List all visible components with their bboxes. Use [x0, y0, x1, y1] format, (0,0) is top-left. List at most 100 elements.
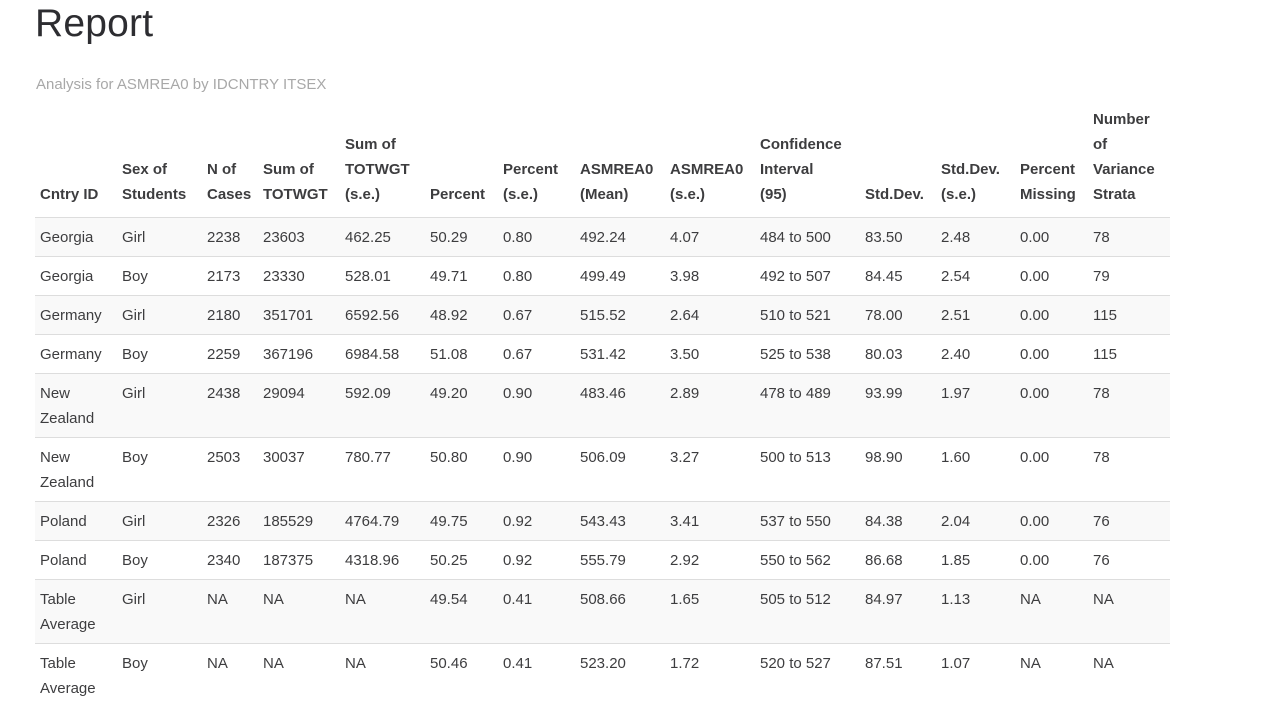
table-cell: 550 to 562 [760, 552, 831, 569]
column-header-10: Confidence Interval (95) [760, 136, 842, 203]
table-cell: Boy [122, 268, 148, 285]
table-cell: 78.00 [865, 307, 903, 324]
table-cell: NA [1020, 655, 1041, 672]
table-cell: 50.25 [430, 552, 468, 569]
table-cell: 2.64 [670, 307, 700, 324]
table-cell: 0.92 [503, 513, 533, 530]
table-cell: 0.00 [1020, 552, 1050, 569]
table-cell: NA [345, 655, 366, 672]
column-header-1: Cntry ID [40, 186, 99, 203]
table-row: New Zealand Girl 2438 29094 592.09 49.20 0.90 4… [35, 373, 1170, 438]
table-cell: Girl [122, 591, 146, 608]
table-cell: 76 [1093, 513, 1110, 530]
table-cell: 115 [1093, 346, 1117, 363]
table-cell: 84.38 [865, 513, 903, 530]
table-cell: 2.48 [941, 229, 971, 246]
table-cell: 0.67 [503, 307, 533, 324]
table-cell: Poland [40, 552, 87, 569]
table-cell: 0.90 [503, 449, 533, 466]
table-cell: 1.07 [941, 655, 971, 672]
table-cell: 0.90 [503, 385, 533, 402]
table-cell: New Zealand [40, 385, 95, 427]
table-cell: 1.97 [941, 385, 971, 402]
table-cell: 30037 [263, 449, 305, 466]
table-cell: 1.13 [941, 591, 971, 608]
table-cell: Boy [122, 346, 148, 363]
table-row: Table Average Boy NA NA NA 50.46 0.41 523.20 1.7… [35, 643, 1170, 708]
table-cell: 50.80 [430, 449, 468, 466]
table-cell: 84.45 [865, 268, 903, 285]
table-cell: 76 [1093, 552, 1110, 569]
table-row: Germany Girl 2180 351701 6592.56 48.92 0.67 515… [35, 295, 1170, 335]
table-row: Georgia Boy 2173 23330 528.01 49.71 0.80 499.49… [35, 256, 1170, 296]
table-row: Table Average Girl NA NA NA 49.54 0.41 508.66 1.… [35, 579, 1170, 644]
table-cell: 23330 [263, 268, 305, 285]
table-cell: 484 to 500 [760, 229, 831, 246]
table-cell: 3.98 [670, 268, 700, 285]
table-cell: Table Average [40, 655, 96, 697]
table-cell: 185529 [263, 513, 314, 530]
table-cell: 2.40 [941, 346, 971, 363]
table-cell: Girl [122, 513, 146, 530]
table-cell: 49.75 [430, 513, 468, 530]
table-cell: 0.00 [1020, 385, 1050, 402]
table-cell: 525 to 538 [760, 346, 831, 363]
table-cell: 83.50 [865, 229, 903, 246]
analysis-subtitle: Analysis for ASMREA0 by IDCNTRY ITSEX [36, 76, 327, 93]
table-cell: 48.92 [430, 307, 468, 324]
column-header-2: Sex of Students [122, 161, 187, 203]
table-cell: 2.04 [941, 513, 971, 530]
table-cell: 780.77 [345, 449, 391, 466]
table-cell: Germany [40, 346, 102, 363]
table-cell: 6984.58 [345, 346, 400, 363]
table-cell: 0.92 [503, 552, 533, 569]
table-cell: 0.41 [503, 655, 533, 672]
table-cell: Poland [40, 513, 87, 530]
table-cell: 0.00 [1020, 307, 1050, 324]
table-cell: 2259 [207, 346, 241, 363]
table-cell: 2326 [207, 513, 241, 530]
table-cell: 520 to 527 [760, 655, 831, 672]
table-cell: 2503 [207, 449, 241, 466]
table-cell: 86.68 [865, 552, 903, 569]
table-row: Poland Boy 2340 187375 4318.96 50.25 0.92 555.7… [35, 540, 1170, 580]
table-cell: 187375 [263, 552, 314, 569]
table-cell: 510 to 521 [760, 307, 831, 324]
table-cell: 1.65 [670, 591, 700, 608]
table-cell: NA [263, 591, 284, 608]
table-cell: NA [207, 655, 228, 672]
table-cell: 0.80 [503, 229, 533, 246]
table-cell: 2.54 [941, 268, 971, 285]
table-cell: Georgia [40, 229, 94, 246]
table-cell: 478 to 489 [760, 385, 831, 402]
table-cell: 4764.79 [345, 513, 400, 530]
table-cell: Georgia [40, 268, 94, 285]
table-cell: 3.27 [670, 449, 700, 466]
table-row: Germany Boy 2259 367196 6984.58 51.08 0.67 531.… [35, 334, 1170, 374]
table-cell: 78 [1093, 385, 1110, 402]
table-cell: 499.49 [580, 268, 626, 285]
column-header-11: Std.Dev. [865, 186, 924, 203]
table-row: Poland Girl 2326 185529 4764.79 49.75 0.92 543.… [35, 501, 1170, 541]
table-cell: 2173 [207, 268, 241, 285]
table-cell: NA [345, 591, 366, 608]
page-title: Report [35, 2, 154, 45]
table-cell: 1.60 [941, 449, 971, 466]
table-cell: 23603 [263, 229, 305, 246]
table-cell: 79 [1093, 268, 1110, 285]
table-cell: 98.90 [865, 449, 903, 466]
table-cell: NA [1020, 591, 1041, 608]
table-cell: Girl [122, 229, 146, 246]
column-header-3: N of Cases [207, 161, 252, 203]
table-cell: 2340 [207, 552, 241, 569]
table-cell: 2180 [207, 307, 241, 324]
table-cell: Girl [122, 307, 146, 324]
table-cell: 50.29 [430, 229, 468, 246]
table-cell: 505 to 512 [760, 591, 831, 608]
table-cell: 29094 [263, 385, 305, 402]
table-cell: 115 [1093, 307, 1117, 324]
table-cell: 492 to 507 [760, 268, 831, 285]
table-cell: Germany [40, 307, 102, 324]
table-body: Georgia Girl 2238 23603 462.25 50.29 0.80 492.2… [35, 217, 1170, 708]
